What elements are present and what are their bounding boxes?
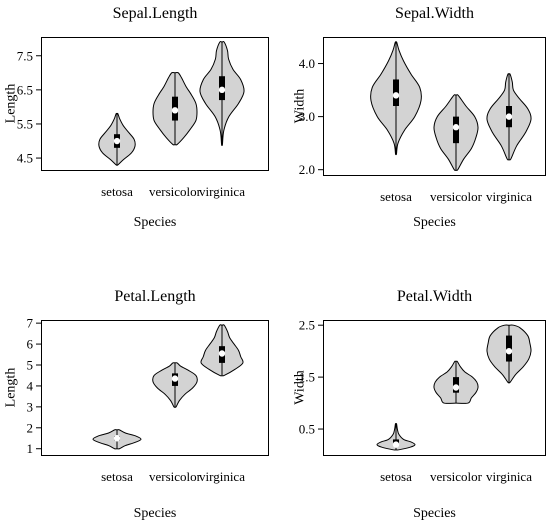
- median-dot-versicolor: [452, 124, 460, 131]
- x-axis-label-sepal-width: Species: [413, 215, 456, 230]
- median-dot-setosa: [392, 92, 400, 99]
- y-tick-label-petal-length: 3: [27, 399, 34, 414]
- median-dot-versicolor: [171, 375, 179, 382]
- y-tick-label-sepal-width: 3.0: [299, 109, 315, 124]
- y-tick-label-petal-length: 1: [27, 441, 34, 456]
- y-tick-label-sepal-width: 4.0: [299, 56, 315, 71]
- x-tick-label-virginica: virginica: [199, 469, 245, 484]
- median-dot-setosa: [392, 441, 400, 448]
- y-tick-label-petal-length: 4: [27, 378, 34, 393]
- x-tick-label-setosa: setosa: [380, 469, 412, 484]
- median-dot-setosa: [113, 137, 121, 145]
- x-tick-label-versicolor: versicolor: [430, 469, 483, 484]
- panel-title-sepal-width: Sepal.Width: [395, 5, 474, 22]
- median-dot-versicolor: [452, 384, 460, 391]
- y-tick-label-sepal-length: 5.5: [17, 116, 33, 131]
- y-tick-label-petal-width: 1.5: [299, 370, 315, 385]
- x-tick-label-setosa: setosa: [380, 189, 412, 204]
- plot-frame-petal-length: [41, 320, 269, 456]
- y-axis-label-petal-width: Width: [293, 370, 308, 404]
- y-tick-label-sepal-length: 4.5: [17, 151, 33, 166]
- y-tick-label-petal-length: 6: [27, 337, 34, 352]
- y-axis-label-petal-length: Length: [4, 368, 19, 408]
- y-tick-label-petal-width: 0.5: [299, 422, 315, 437]
- x-axis-label-petal-length: Species: [134, 506, 177, 521]
- panel-title-petal-width: Petal.Width: [397, 288, 472, 305]
- panel-title-sepal-length: Sepal.Length: [113, 5, 198, 22]
- y-tick-label-petal-width: 2.5: [299, 318, 315, 333]
- y-tick-label-petal-length: 5: [27, 358, 34, 373]
- median-dot-virginica: [218, 86, 226, 94]
- y-axis-label-sepal-width: Width: [293, 89, 308, 123]
- panel-title-petal-length: Petal.Length: [114, 288, 195, 305]
- x-tick-label-setosa: setosa: [101, 184, 133, 199]
- y-tick-label-sepal-width: 2.0: [299, 162, 315, 177]
- y-tick-label-sepal-length: 6.5: [17, 82, 33, 97]
- x-tick-label-setosa: setosa: [101, 469, 133, 484]
- y-tick-label-petal-length: 7: [27, 316, 34, 331]
- x-tick-label-versicolor: versicolor: [149, 469, 202, 484]
- plot-frame-sepal-length: [41, 37, 269, 171]
- median-dot-virginica: [505, 113, 513, 120]
- median-dot-virginica: [505, 347, 513, 355]
- median-dot-versicolor: [171, 107, 179, 114]
- x-tick-label-virginica: virginica: [486, 469, 532, 484]
- y-axis-label-sepal-length: Length: [4, 84, 19, 124]
- x-tick-label-versicolor: versicolor: [149, 184, 202, 199]
- y-tick-label-sepal-length: 7.5: [17, 48, 33, 63]
- x-axis-label-sepal-length: Species: [134, 215, 177, 230]
- x-axis-label-petal-width: Species: [413, 506, 456, 521]
- x-tick-label-versicolor: versicolor: [430, 189, 483, 204]
- median-dot-virginica: [218, 350, 226, 357]
- y-tick-label-petal-length: 2: [27, 420, 34, 435]
- x-tick-label-virginica: virginica: [486, 189, 532, 204]
- median-dot-setosa: [113, 435, 121, 442]
- x-tick-label-virginica: virginica: [199, 184, 245, 199]
